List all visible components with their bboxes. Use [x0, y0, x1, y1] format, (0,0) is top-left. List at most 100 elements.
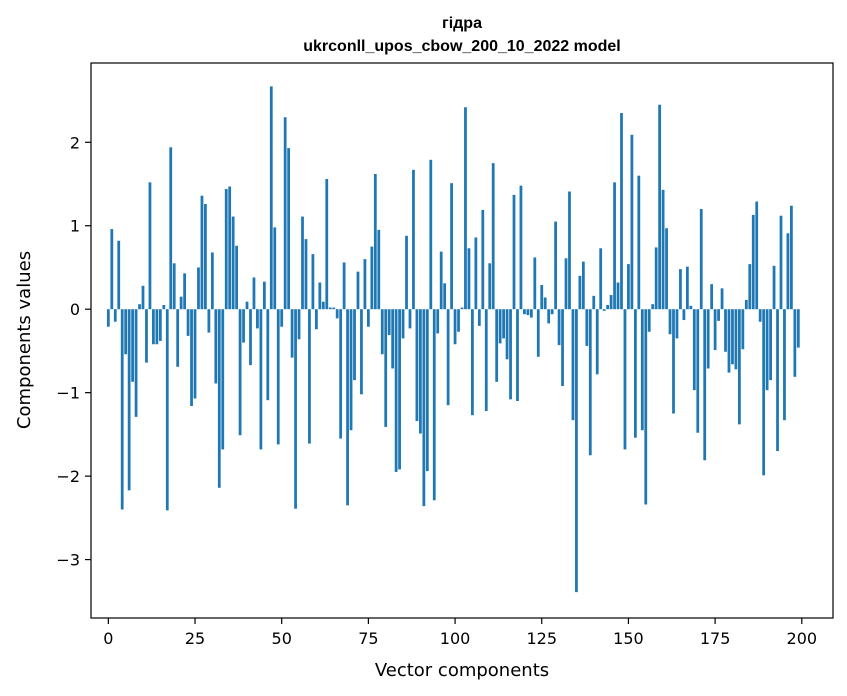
bar — [249, 309, 252, 366]
y-axis-label: Components values — [14, 251, 35, 429]
bar — [633, 309, 637, 438]
bar — [557, 309, 561, 346]
bar — [578, 275, 582, 310]
bar — [647, 309, 651, 332]
bar — [120, 309, 124, 510]
x-axis-label: Vector components — [375, 660, 549, 681]
bar — [588, 309, 592, 456]
bar — [644, 309, 648, 505]
bar — [720, 288, 724, 310]
bar — [772, 265, 776, 310]
bar — [231, 216, 235, 310]
bar — [509, 309, 512, 400]
bar — [197, 267, 200, 310]
bar — [796, 309, 800, 348]
bar — [543, 297, 547, 310]
bar — [581, 261, 585, 310]
bar — [738, 309, 741, 425]
bar — [346, 309, 349, 506]
bar — [113, 309, 117, 322]
bar — [193, 309, 197, 399]
bar — [398, 309, 401, 470]
bar — [672, 309, 675, 414]
bar — [204, 204, 207, 310]
y-tick-label: 1 — [70, 217, 80, 236]
bar — [703, 309, 707, 461]
bar — [457, 309, 460, 332]
bar — [259, 309, 263, 450]
bar — [661, 189, 665, 310]
bar — [401, 309, 405, 339]
bar — [138, 304, 141, 310]
bar — [287, 148, 291, 310]
bar — [429, 159, 433, 310]
bar — [533, 257, 537, 310]
bar — [786, 233, 790, 310]
bar — [620, 113, 623, 310]
bar — [301, 216, 304, 310]
bar — [283, 117, 287, 310]
bar — [675, 309, 679, 339]
bar — [436, 309, 440, 334]
bar — [363, 259, 367, 310]
bar — [432, 309, 436, 501]
bar — [755, 201, 759, 310]
bar — [339, 309, 343, 439]
bar — [172, 263, 176, 310]
bar — [325, 179, 329, 310]
bar — [273, 227, 277, 310]
bar — [124, 309, 128, 355]
x-tick-label: 100 — [440, 629, 471, 648]
bar — [460, 307, 464, 310]
bar — [550, 309, 554, 315]
bar — [394, 309, 398, 472]
bar — [179, 296, 183, 310]
bar — [131, 309, 134, 382]
bar — [335, 309, 339, 319]
bar — [665, 228, 668, 310]
bar — [304, 239, 308, 310]
bar — [439, 251, 443, 310]
bar — [640, 309, 644, 431]
bars-group — [106, 86, 800, 593]
bar — [377, 229, 381, 310]
bar — [751, 214, 755, 310]
bar — [595, 309, 599, 375]
bar — [353, 309, 356, 381]
bar — [106, 309, 110, 327]
bar — [373, 174, 377, 310]
bar — [529, 309, 533, 318]
bar — [481, 209, 485, 310]
bar — [498, 309, 502, 344]
bar — [332, 307, 336, 310]
bar — [141, 285, 145, 310]
bar — [453, 309, 457, 345]
x-tick-label: 25 — [185, 629, 205, 648]
bar — [387, 309, 391, 336]
bar — [769, 309, 772, 381]
bar — [318, 282, 322, 310]
bar — [540, 285, 544, 310]
bar — [658, 104, 662, 310]
bar — [758, 309, 762, 322]
y-tick-label: −2 — [56, 467, 80, 486]
bar — [419, 309, 422, 434]
bar — [214, 309, 218, 384]
bar — [252, 277, 256, 310]
bar — [692, 309, 696, 391]
bar — [311, 254, 315, 310]
bar — [727, 309, 731, 373]
bar — [679, 269, 682, 310]
bar — [783, 309, 786, 421]
bar — [609, 295, 613, 310]
chart-title-line-1: гідра — [442, 15, 482, 32]
chart-title-line-2: ukrconll_upos_cbow_200_10_2022 model — [303, 38, 620, 55]
bar — [210, 252, 214, 310]
bar — [183, 273, 186, 310]
bar — [238, 309, 242, 436]
bar — [561, 309, 564, 386]
bar — [242, 309, 245, 343]
bar — [474, 237, 478, 310]
bar — [342, 262, 346, 310]
bar — [668, 309, 672, 335]
